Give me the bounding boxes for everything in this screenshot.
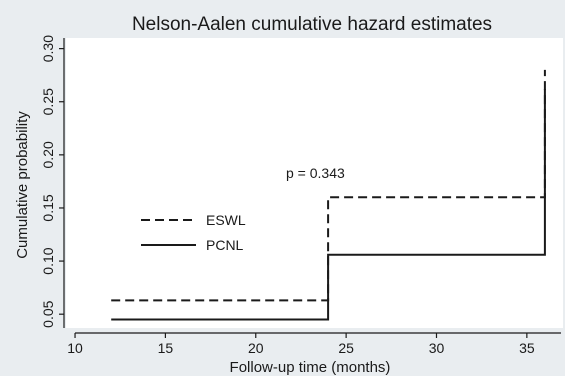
x-axis-label: Follow-up time (months) (230, 359, 391, 376)
x-tick-label: 20 (248, 340, 264, 356)
y-axis-label: Cumulative probability (14, 111, 31, 259)
y-tick-label: 0.20 (40, 141, 56, 168)
y-tick-label: 0.25 (40, 88, 56, 115)
y-tick-label: 0.15 (40, 194, 56, 221)
series-line-pcnl (111, 89, 546, 321)
x-tick-label: 30 (429, 340, 445, 356)
legend-label-eswl: ESWL (206, 212, 246, 228)
y-axis: 0.05 0.10 0.15 0.20 0.25 0.30 (40, 35, 65, 328)
plot-area (66, 38, 563, 328)
series-layer (111, 69, 546, 321)
y-tick-label: 0.05 (40, 300, 56, 327)
y-tick-label: 0.30 (40, 35, 56, 62)
x-tick-label: 35 (519, 340, 535, 356)
annotations: p = 0.343 (286, 165, 345, 181)
p-value-annotation: p = 0.343 (286, 165, 345, 181)
y-tick-label: 0.10 (40, 247, 56, 274)
x-tick-label: 25 (338, 340, 354, 356)
x-tick-label: 15 (158, 340, 174, 356)
chart-title: Nelson-Aalen cumulative hazard estimates (132, 14, 492, 35)
legend: ESWL PCNL (141, 212, 246, 253)
x-tick-label: 10 (67, 340, 83, 356)
legend-label-pcnl: PCNL (206, 237, 244, 253)
x-axis: 10 15 20 25 30 35 (67, 332, 561, 356)
